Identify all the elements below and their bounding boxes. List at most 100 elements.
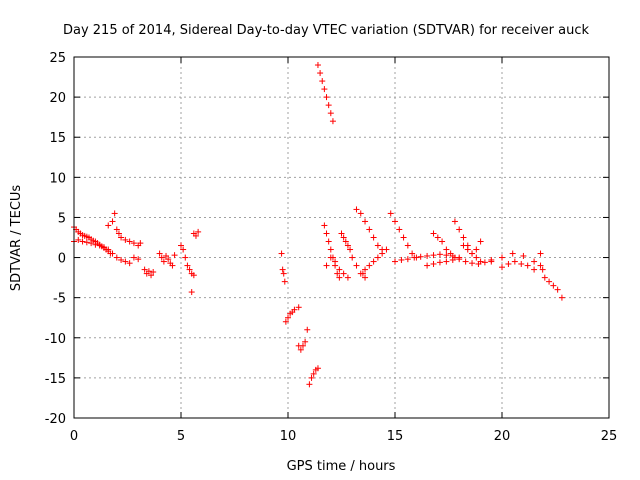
data-point (518, 260, 525, 267)
data-point (366, 262, 373, 269)
data-point (278, 250, 285, 257)
data-point (417, 253, 424, 260)
data-point (546, 278, 553, 285)
data-point (169, 262, 176, 269)
data-point (353, 206, 360, 213)
data-point (469, 260, 476, 267)
x-axis-label: GPS time / hours (287, 459, 396, 474)
data-point (281, 278, 288, 285)
data-point (323, 94, 330, 101)
data-point (122, 236, 129, 243)
data-point (280, 270, 287, 277)
grid (74, 57, 609, 418)
data-point (145, 268, 152, 275)
data-point (160, 258, 167, 265)
x-tick-labels: 0 5 10 15 20 25 (70, 429, 617, 444)
data-point (83, 239, 90, 246)
data-point (511, 258, 518, 265)
data-point (531, 258, 538, 265)
data-point (115, 230, 122, 237)
data-point (295, 304, 302, 311)
data-point (524, 262, 531, 269)
data-point (336, 266, 343, 273)
data-point (362, 274, 369, 281)
data-point (460, 234, 467, 241)
data-point (409, 250, 416, 257)
data-point (171, 252, 178, 259)
y-tick-label: 25 (49, 51, 66, 66)
data-point (537, 250, 544, 257)
data-point (327, 110, 334, 117)
data-point (79, 238, 86, 245)
data-point (357, 210, 364, 217)
data-point (113, 226, 120, 233)
data-point (317, 70, 324, 77)
data-point (362, 218, 369, 225)
data-point (297, 346, 304, 353)
data-point (109, 218, 116, 225)
data-point (178, 242, 184, 249)
x-tick-label: 20 (494, 429, 511, 444)
y-tick-label: 0 (58, 252, 66, 267)
data-point (118, 234, 125, 241)
data-point (443, 246, 450, 253)
data-point (314, 62, 321, 69)
data-point (436, 251, 443, 258)
data-point (184, 262, 191, 269)
data-point (344, 242, 351, 249)
x-tick-label: 25 (601, 429, 618, 444)
data-point (383, 246, 390, 253)
data-point (443, 252, 450, 259)
data-point (451, 218, 458, 225)
data-point (344, 274, 351, 281)
data-point (430, 230, 437, 237)
data-point (456, 226, 463, 233)
data-point (130, 240, 137, 247)
data-points (71, 62, 565, 388)
y-tick-label: -15 (45, 372, 66, 387)
data-point (321, 86, 328, 93)
data-point (334, 270, 341, 277)
axis-ticks (73, 56, 610, 419)
data-point (342, 238, 349, 245)
data-point (469, 250, 476, 257)
data-point (291, 306, 298, 313)
data-point (424, 252, 431, 259)
data-point (126, 260, 133, 267)
data-point (362, 266, 369, 273)
data-point (165, 256, 172, 263)
data-point (109, 250, 116, 257)
x-tick-label: 0 (70, 429, 78, 444)
x-tick-label: 10 (280, 429, 297, 444)
data-point (499, 264, 505, 271)
data-point (156, 250, 163, 257)
data-point (411, 254, 418, 261)
data-point (554, 286, 561, 293)
data-point (299, 342, 306, 349)
data-point (158, 254, 165, 261)
data-point (302, 338, 309, 345)
data-point (325, 102, 332, 109)
y-tick-label: 5 (58, 211, 66, 226)
data-point (319, 78, 326, 85)
data-point (321, 222, 328, 229)
data-point (531, 266, 538, 273)
data-point (520, 252, 527, 259)
data-point (111, 210, 118, 217)
data-point (477, 258, 484, 265)
data-point (396, 226, 403, 233)
data-point (537, 262, 544, 269)
data-point (304, 326, 311, 333)
data-point (439, 238, 446, 245)
data-point (118, 256, 125, 263)
data-point (398, 256, 405, 263)
data-point (75, 236, 82, 243)
data-point (186, 266, 193, 273)
data-point (340, 270, 347, 277)
data-point (195, 228, 202, 235)
data-point (462, 258, 469, 265)
y-tick-label: 20 (49, 91, 66, 106)
data-point (100, 244, 107, 251)
data-point (105, 222, 112, 229)
data-point (279, 266, 286, 273)
